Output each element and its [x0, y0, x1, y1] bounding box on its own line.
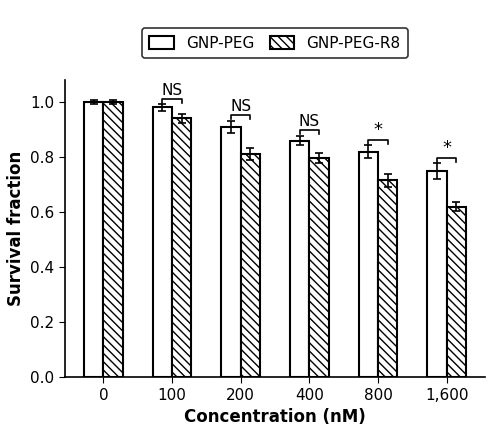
Bar — [378, 180, 397, 377]
Bar — [222, 127, 240, 377]
Bar — [310, 159, 328, 377]
Bar — [153, 107, 172, 377]
Legend: GNP-PEG, GNP-PEG-R8: GNP-PEG, GNP-PEG-R8 — [142, 28, 408, 59]
Bar — [359, 151, 378, 377]
Y-axis label: Survival fraction: Survival fraction — [7, 151, 25, 306]
X-axis label: Concentration (nM): Concentration (nM) — [184, 408, 366, 426]
Text: *: * — [442, 139, 451, 157]
Text: NS: NS — [162, 83, 182, 98]
Text: NS: NS — [299, 114, 320, 129]
Bar — [240, 155, 260, 377]
Text: *: * — [374, 121, 382, 139]
Text: NS: NS — [230, 99, 251, 115]
Bar — [172, 119, 191, 377]
Bar — [104, 102, 122, 377]
Bar — [446, 206, 466, 377]
Bar — [290, 140, 310, 377]
Bar — [84, 102, 103, 377]
Bar — [428, 171, 446, 377]
